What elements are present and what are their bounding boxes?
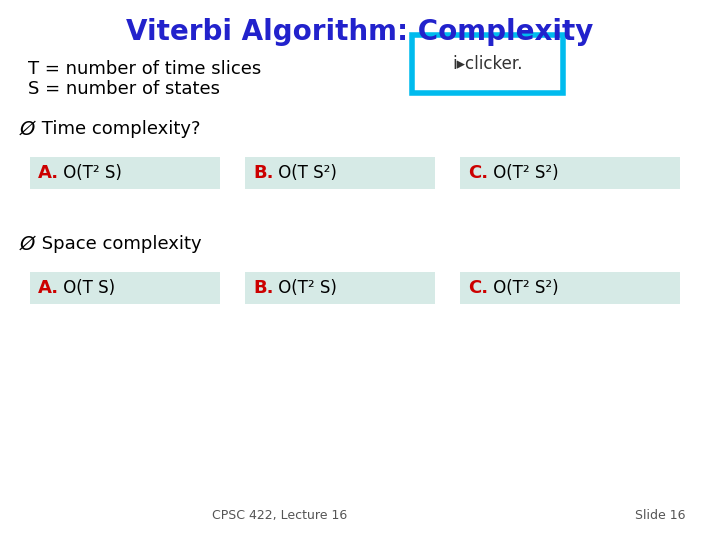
Text: C.: C. (468, 279, 488, 297)
Text: B.: B. (253, 279, 274, 297)
FancyBboxPatch shape (30, 157, 220, 189)
Text: A.: A. (38, 279, 59, 297)
FancyBboxPatch shape (412, 35, 563, 93)
Text: A.: A. (38, 164, 59, 182)
Text: O(T² S): O(T² S) (58, 164, 122, 182)
FancyBboxPatch shape (245, 157, 435, 189)
Text: Ø: Ø (20, 120, 35, 139)
FancyBboxPatch shape (245, 272, 435, 304)
Text: Space complexity: Space complexity (36, 235, 202, 253)
Text: O(T² S): O(T² S) (273, 279, 337, 297)
Text: B.: B. (253, 164, 274, 182)
Text: O(T S): O(T S) (58, 279, 115, 297)
Text: CPSC 422, Lecture 16: CPSC 422, Lecture 16 (212, 509, 348, 522)
Text: Ø: Ø (20, 235, 35, 254)
FancyBboxPatch shape (460, 272, 680, 304)
Text: i▸clicker.: i▸clicker. (452, 55, 523, 73)
Text: C.: C. (468, 164, 488, 182)
Text: Viterbi Algorithm: Complexity: Viterbi Algorithm: Complexity (126, 18, 594, 46)
FancyBboxPatch shape (460, 157, 680, 189)
Text: T = number of time slices: T = number of time slices (28, 60, 261, 78)
Text: S = number of states: S = number of states (28, 80, 220, 98)
Text: Slide 16: Slide 16 (635, 509, 685, 522)
Text: Time complexity?: Time complexity? (36, 120, 200, 138)
Text: O(T² S²): O(T² S²) (488, 164, 559, 182)
Text: O(T S²): O(T S²) (273, 164, 337, 182)
Text: O(T² S²): O(T² S²) (488, 279, 559, 297)
FancyBboxPatch shape (30, 272, 220, 304)
